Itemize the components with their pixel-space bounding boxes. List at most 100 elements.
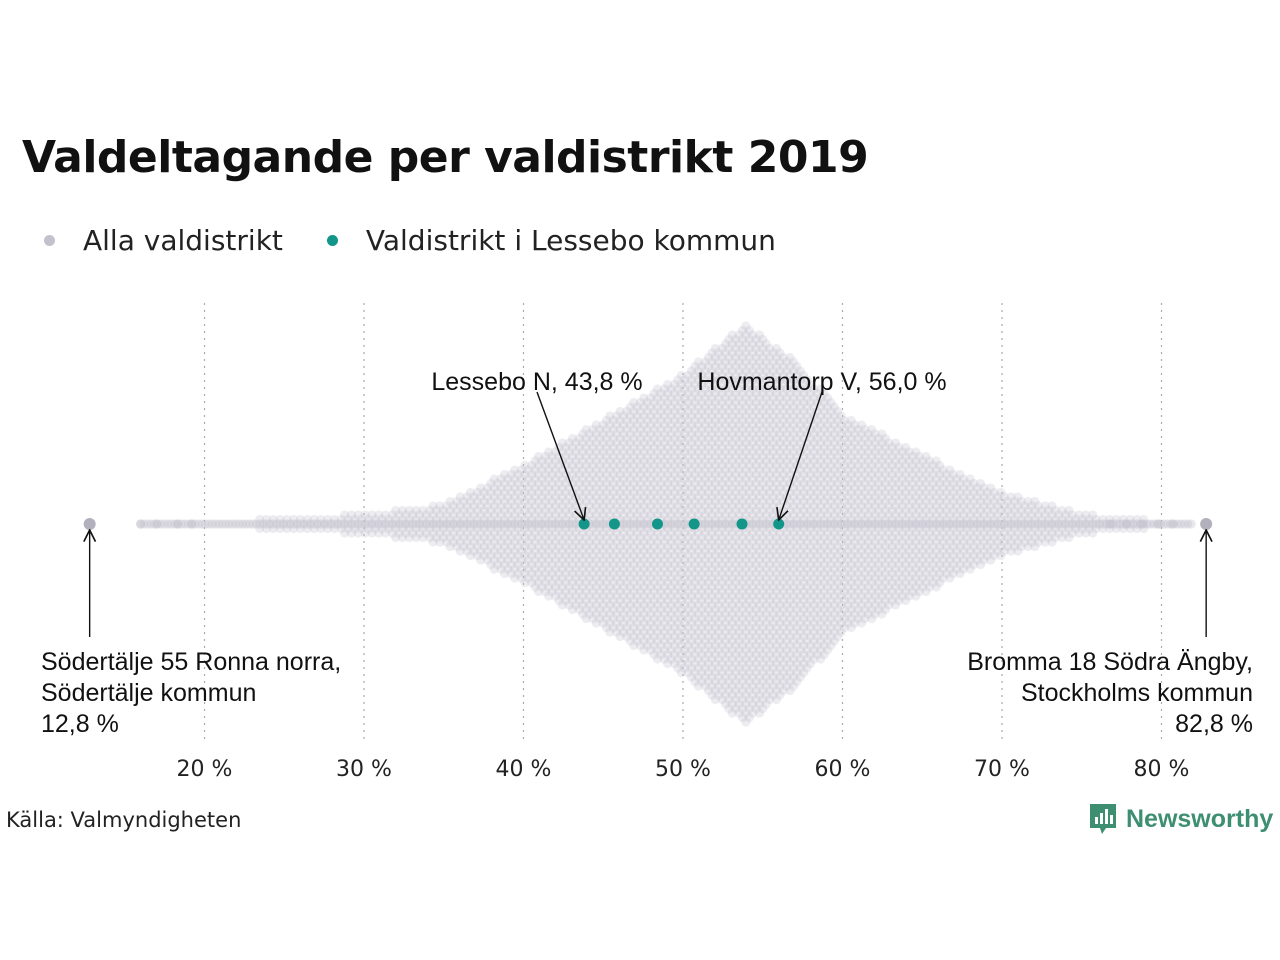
swarm-point (537, 546, 547, 556)
swarm-point (584, 573, 595, 583)
swarm-point (547, 519, 557, 529)
swarm-point (387, 510, 397, 520)
swarm-point (370, 519, 380, 529)
swarm-point (482, 510, 493, 520)
swarm-point (482, 546, 493, 556)
swarm-point (442, 537, 452, 547)
swarm-point (204, 519, 214, 529)
swarm-point (435, 519, 445, 529)
swarm-point (510, 573, 520, 583)
swarm-point (404, 523, 414, 534)
swarm-point (499, 519, 510, 529)
swarm-point (513, 568, 523, 579)
swarm-point (506, 469, 516, 480)
swarm-point (530, 555, 540, 565)
swarm-point (476, 483, 486, 493)
swarm-point (540, 559, 550, 570)
swarm-point (479, 487, 489, 498)
swarm-point (578, 438, 588, 448)
swarm-point (499, 523, 510, 534)
swarm-point (435, 537, 445, 547)
swarm-point (418, 532, 428, 543)
swarm-point (581, 568, 591, 579)
swarm-point (469, 510, 479, 520)
swarm-point (268, 519, 278, 529)
x-tick-label: 30 % (336, 757, 392, 782)
swarm-point (550, 555, 561, 565)
annotation-label: Hovmantorp V, 56,0 % (697, 368, 946, 396)
swarm-point (486, 550, 496, 561)
swarm-point (506, 496, 516, 507)
swarm-point (561, 519, 571, 529)
swarm-point (435, 510, 445, 520)
swarm-point (557, 438, 567, 448)
swarm-point (172, 519, 182, 529)
swarm-point (224, 519, 234, 529)
swarm-point (482, 492, 493, 502)
swarm-point (533, 478, 544, 489)
swarm-point (533, 519, 544, 529)
swarm-point (340, 510, 350, 520)
swarm-point (527, 550, 537, 561)
swarm-point (1153, 519, 1163, 529)
swarm-point (527, 532, 537, 543)
swarm-point (567, 577, 578, 588)
swarm-point (530, 510, 540, 520)
swarm-point (408, 510, 418, 520)
swarm-point (554, 532, 564, 543)
swarm-point (414, 519, 425, 529)
swarm-point (476, 510, 486, 520)
swarm-point (571, 474, 581, 484)
swarm-point (591, 483, 601, 493)
swarm-point (251, 519, 261, 529)
swarm-point (564, 537, 574, 547)
swarm-point (384, 523, 394, 534)
swarm-point (554, 595, 564, 606)
swarm-point (394, 519, 404, 529)
swarm-point (268, 514, 278, 525)
swarm-point (533, 514, 544, 525)
swarm-point (503, 537, 513, 547)
swarm-point (547, 496, 557, 507)
swarm-point (472, 541, 482, 552)
swarm-point (554, 568, 564, 579)
swarm-point (370, 523, 380, 534)
swarm-point (537, 564, 547, 574)
swarm-point (414, 528, 425, 538)
swarm-point (425, 532, 435, 543)
annotation-label: 12,8 % (41, 710, 119, 738)
swarm-point (394, 510, 404, 520)
swarm-point (408, 519, 418, 529)
swarm-point (520, 460, 530, 471)
swarm-point (136, 519, 146, 529)
annotation-label: Lessebo N, 43,8 % (431, 368, 642, 396)
swarm-point (221, 519, 231, 529)
swarm-point (418, 505, 428, 516)
swarm-point (387, 528, 397, 538)
swarm-point (397, 523, 408, 534)
swarm-point (533, 577, 544, 588)
swarm-point (469, 528, 479, 538)
swarm-point (448, 510, 459, 520)
swarm-point (469, 546, 479, 556)
swarm-point (489, 483, 499, 493)
gridlines (203, 303, 1163, 740)
swarm-point (499, 568, 510, 579)
swarm-point (455, 528, 465, 538)
swarm-point (503, 483, 513, 493)
swarm-point (520, 469, 530, 480)
swarm-point (442, 501, 452, 511)
swarm-point (489, 474, 499, 484)
swarm-point (275, 519, 285, 529)
swarm-point (520, 514, 530, 525)
swarm-point (581, 550, 591, 561)
swarm-point (299, 519, 309, 529)
swarm-point (574, 568, 584, 579)
swarm-point (459, 541, 469, 552)
swarm-point (533, 586, 544, 597)
swarm-point (1186, 519, 1196, 529)
swarm-point (537, 465, 547, 475)
swarm-point (431, 532, 442, 543)
swarm-point (346, 519, 357, 529)
swarm-point (567, 532, 578, 543)
